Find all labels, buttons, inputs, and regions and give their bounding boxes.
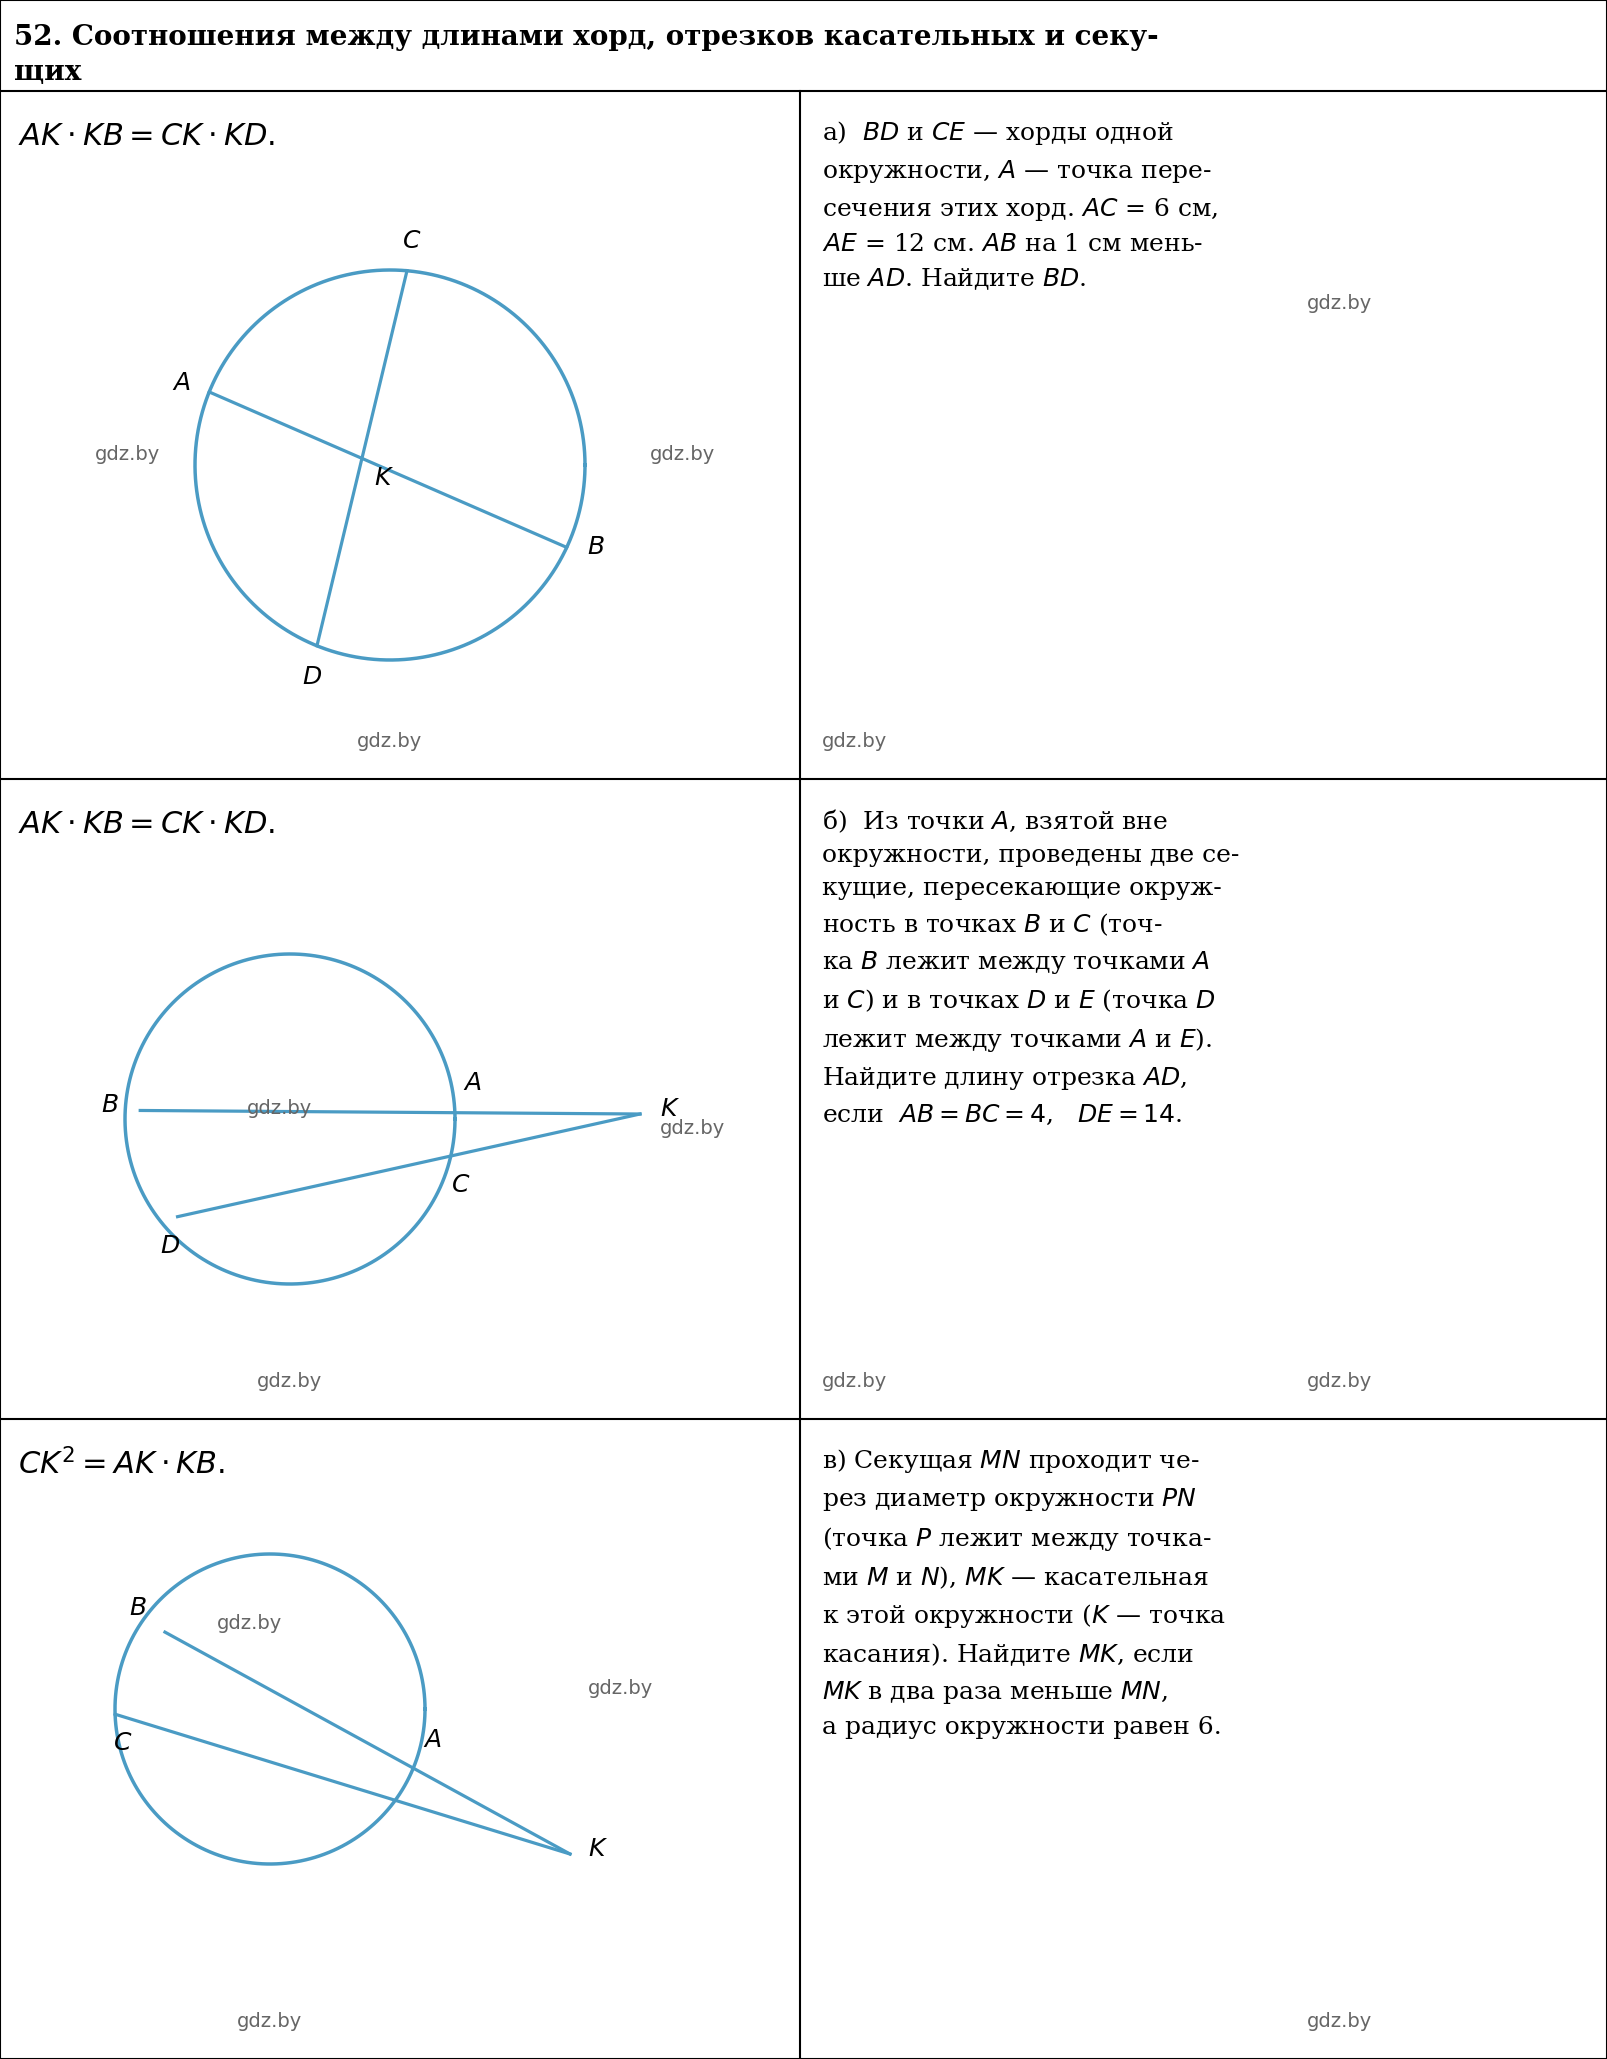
Text: gdz.by: gdz.by — [649, 445, 715, 465]
Text: gdz.by: gdz.by — [1306, 2012, 1371, 2030]
Text: 52. Соотношения между длинами хорд, отрезков касательных и секу-: 52. Соотношения между длинами хорд, отре… — [14, 25, 1159, 51]
Text: $C$: $C$ — [452, 1174, 471, 1196]
Text: $B$: $B$ — [587, 535, 604, 558]
Text: щих: щих — [14, 60, 82, 86]
Text: gdz.by: gdz.by — [821, 1371, 887, 1392]
Text: $K$: $K$ — [659, 1097, 680, 1120]
Text: $A$: $A$ — [463, 1071, 480, 1095]
Text: $C$: $C$ — [114, 1732, 133, 1754]
Text: gdz.by: gdz.by — [217, 1614, 283, 1633]
Text: gdz.by: gdz.by — [588, 1680, 652, 1699]
Text: $D$: $D$ — [302, 665, 321, 690]
Text: б)  Из точки $A$, взятой вне
окружности, проведены две се-
кущие, пересекающие о: б) Из точки $A$, взятой вне окружности, … — [821, 807, 1239, 1126]
Text: $CK^2 = AK \cdot KB.$: $CK^2 = AK \cdot KB.$ — [18, 1450, 225, 1482]
Text: gdz.by: gdz.by — [247, 1100, 312, 1118]
Text: gdz.by: gdz.by — [257, 1371, 323, 1392]
Text: $D$: $D$ — [159, 1235, 180, 1258]
Text: gdz.by: gdz.by — [238, 2012, 302, 2030]
Text: gdz.by: gdz.by — [659, 1120, 725, 1139]
Text: $A$: $A$ — [423, 1730, 442, 1752]
Text: $A$: $A$ — [172, 373, 191, 395]
Text: $B$: $B$ — [129, 1598, 146, 1620]
Text: $AK \cdot KB = CK \cdot KD.$: $AK \cdot KB = CK \cdot KD.$ — [18, 121, 275, 152]
Text: gdz.by: gdz.by — [95, 445, 161, 465]
Text: gdz.by: gdz.by — [821, 733, 887, 752]
Text: $K$: $K$ — [374, 467, 394, 490]
Text: gdz.by: gdz.by — [1306, 1371, 1371, 1392]
Text: gdz.by: gdz.by — [1306, 294, 1371, 313]
Text: в) Секущая $MN$ проходит че-
рез диаметр окружности $PN$
(точка $P$ лежит между : в) Секущая $MN$ проходит че- рез диаметр… — [821, 1447, 1225, 1740]
Text: $K$: $K$ — [588, 1837, 607, 1861]
Text: $C$: $C$ — [402, 231, 421, 253]
Text: а)  $BD$ и $CE$ — хорды одной
окружности, $A$ — точка пере-
сечения этих хорд. $: а) $BD$ и $CE$ — хорды одной окружности,… — [821, 119, 1218, 292]
Text: $B$: $B$ — [101, 1093, 119, 1116]
Text: gdz.by: gdz.by — [357, 733, 423, 752]
Text: $AK \cdot KB = CK \cdot KD.$: $AK \cdot KB = CK \cdot KD.$ — [18, 809, 275, 840]
